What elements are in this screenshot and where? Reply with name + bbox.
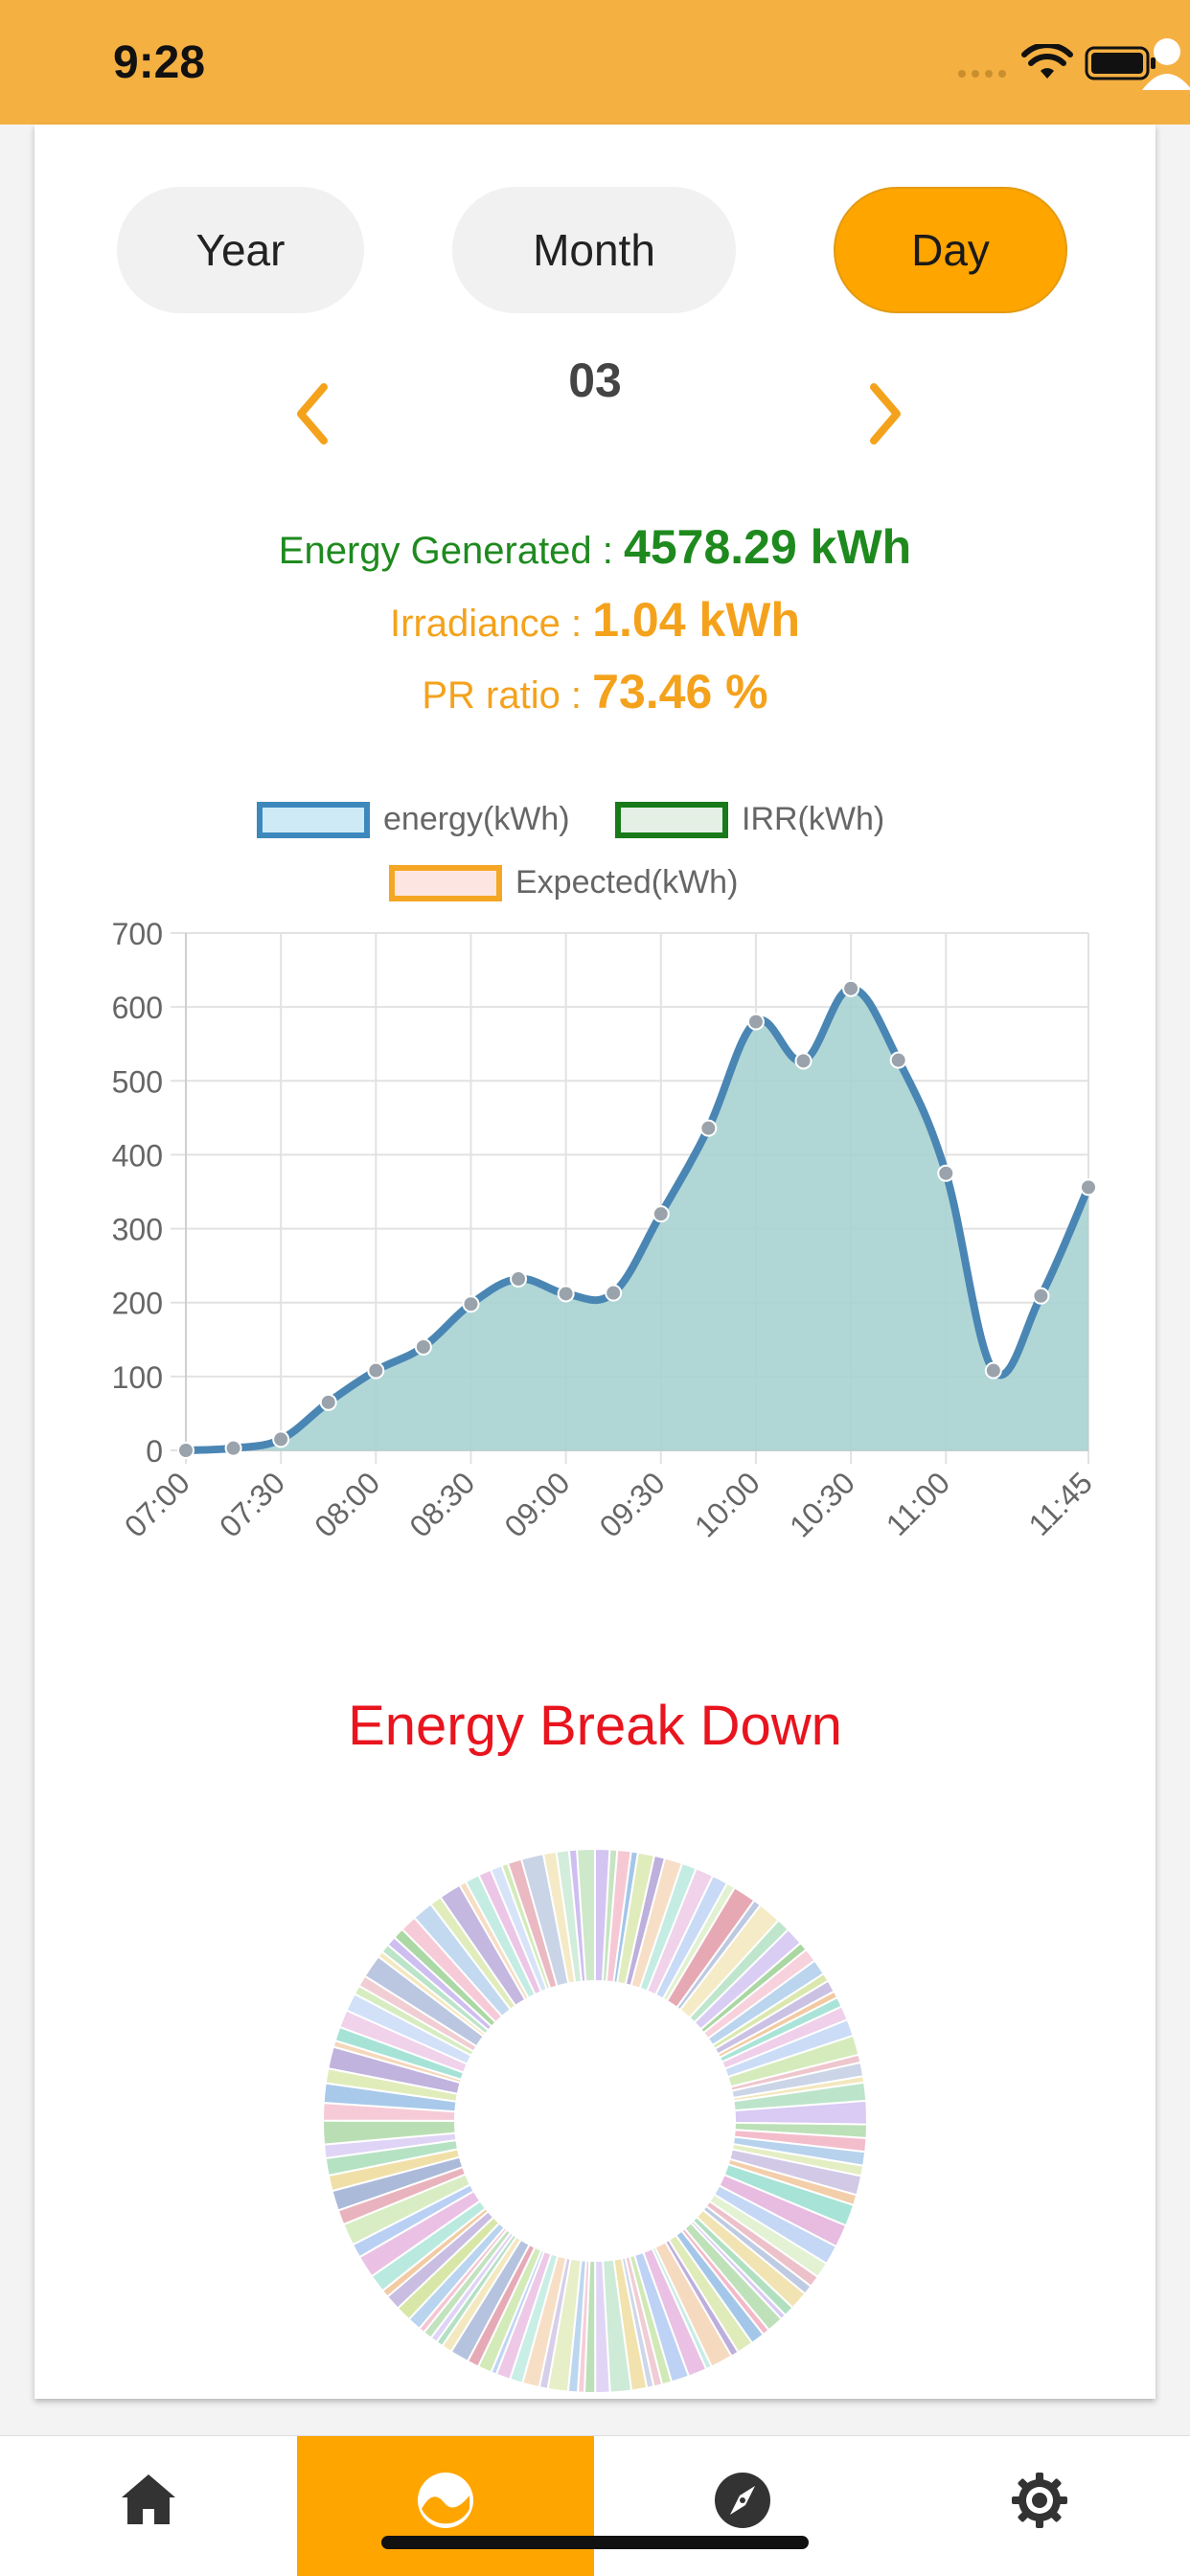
breakdown-slice (575, 1847, 596, 1983)
tab-bar (0, 2435, 1190, 2576)
energy-point (1080, 1178, 1097, 1197)
energy-point (224, 1439, 242, 1457)
energy-point (984, 1361, 1002, 1379)
previous-arrow-icon[interactable] (286, 376, 343, 452)
y-tick-label: 500 (112, 1064, 163, 1099)
energy-point (414, 1338, 432, 1356)
energy-point (319, 1393, 337, 1411)
energy-generated-stat: Energy Generated : 4578.29 kWh (34, 519, 1156, 575)
legend-expected[interactable]: Expected(kWh) (389, 864, 738, 901)
energy-point (510, 1270, 528, 1288)
y-tick-label: 100 (112, 1360, 163, 1395)
energy-point (746, 1013, 765, 1031)
pr-ratio-value: 73.46 % (592, 665, 768, 718)
legend-expected-swatch (389, 864, 502, 901)
compass-icon (715, 2473, 770, 2528)
energy-breakdown-donut (321, 1847, 868, 2395)
gear-icon (1012, 2473, 1067, 2528)
y-tick-label: 700 (112, 917, 163, 951)
legend-irr[interactable]: IRR(kWh) (615, 801, 884, 838)
signal-icon (958, 70, 1006, 78)
irradiance-label: Irradiance : (390, 603, 593, 645)
energy-area (186, 988, 1088, 1450)
pr-ratio-label: PR ratio : (422, 674, 593, 717)
legend-energy[interactable]: energy(kWh) (257, 801, 570, 838)
status-bar: 9:28 (0, 0, 1190, 125)
energy-point (605, 1284, 623, 1302)
legend-energy-label: energy(kWh) (383, 801, 570, 837)
y-tick-label: 400 (112, 1138, 163, 1173)
day-button[interactable]: Day (834, 187, 1067, 313)
home-icon (122, 2474, 175, 2524)
period-label: 03 (568, 353, 622, 407)
avatar-icon (1142, 38, 1190, 90)
y-tick-label: 200 (112, 1287, 163, 1321)
energy-point (177, 1442, 195, 1459)
tab-compass[interactable] (594, 2436, 891, 2576)
next-arrow-icon[interactable] (855, 376, 912, 452)
energy-point (794, 1052, 812, 1070)
energy-generated-label: Energy Generated : (278, 530, 625, 572)
status-time: 9:28 (113, 37, 206, 88)
energy-point (272, 1430, 290, 1448)
month-button[interactable]: Month (452, 187, 736, 313)
tab-settings[interactable] (891, 2436, 1188, 2576)
energy-point (367, 1361, 385, 1379)
legend-expected-label: Expected(kWh) (515, 864, 739, 900)
energy-point (889, 1051, 907, 1069)
irradiance-value: 1.04 kWh (592, 593, 800, 647)
chart-icon (418, 2473, 473, 2528)
legend-irr-label: IRR(kWh) (742, 801, 885, 837)
energy-point (842, 979, 860, 997)
energy-point (557, 1285, 575, 1303)
energy-point (937, 1164, 955, 1182)
battery-icon (1085, 46, 1156, 80)
energy-breakdown-title: Energy Break Down (348, 1695, 842, 1757)
energy-card: Year Month Day 03 Energy Generated : 457… (34, 125, 1156, 2399)
tab-home[interactable] (0, 2436, 297, 2576)
y-tick-label: 0 (146, 1434, 163, 1469)
pr-ratio-stat: PR ratio : 73.46 % (34, 664, 1156, 719)
y-tick-label: 300 (112, 1213, 163, 1247)
energy-point (699, 1119, 718, 1137)
legend-irr-swatch (615, 801, 728, 838)
energy-point (462, 1295, 480, 1313)
y-tick-label: 600 (112, 991, 163, 1025)
tab-chart[interactable] (297, 2436, 594, 2576)
energy-point (652, 1205, 670, 1223)
energy-point (1032, 1287, 1050, 1305)
wifi-icon (1021, 44, 1073, 79)
year-button[interactable]: Year (117, 187, 364, 313)
irradiance-stat: Irradiance : 1.04 kWh (34, 592, 1156, 648)
legend-energy-swatch (257, 801, 370, 838)
energy-generated-value: 4578.29 kWh (624, 520, 912, 574)
home-indicator (381, 2536, 809, 2549)
